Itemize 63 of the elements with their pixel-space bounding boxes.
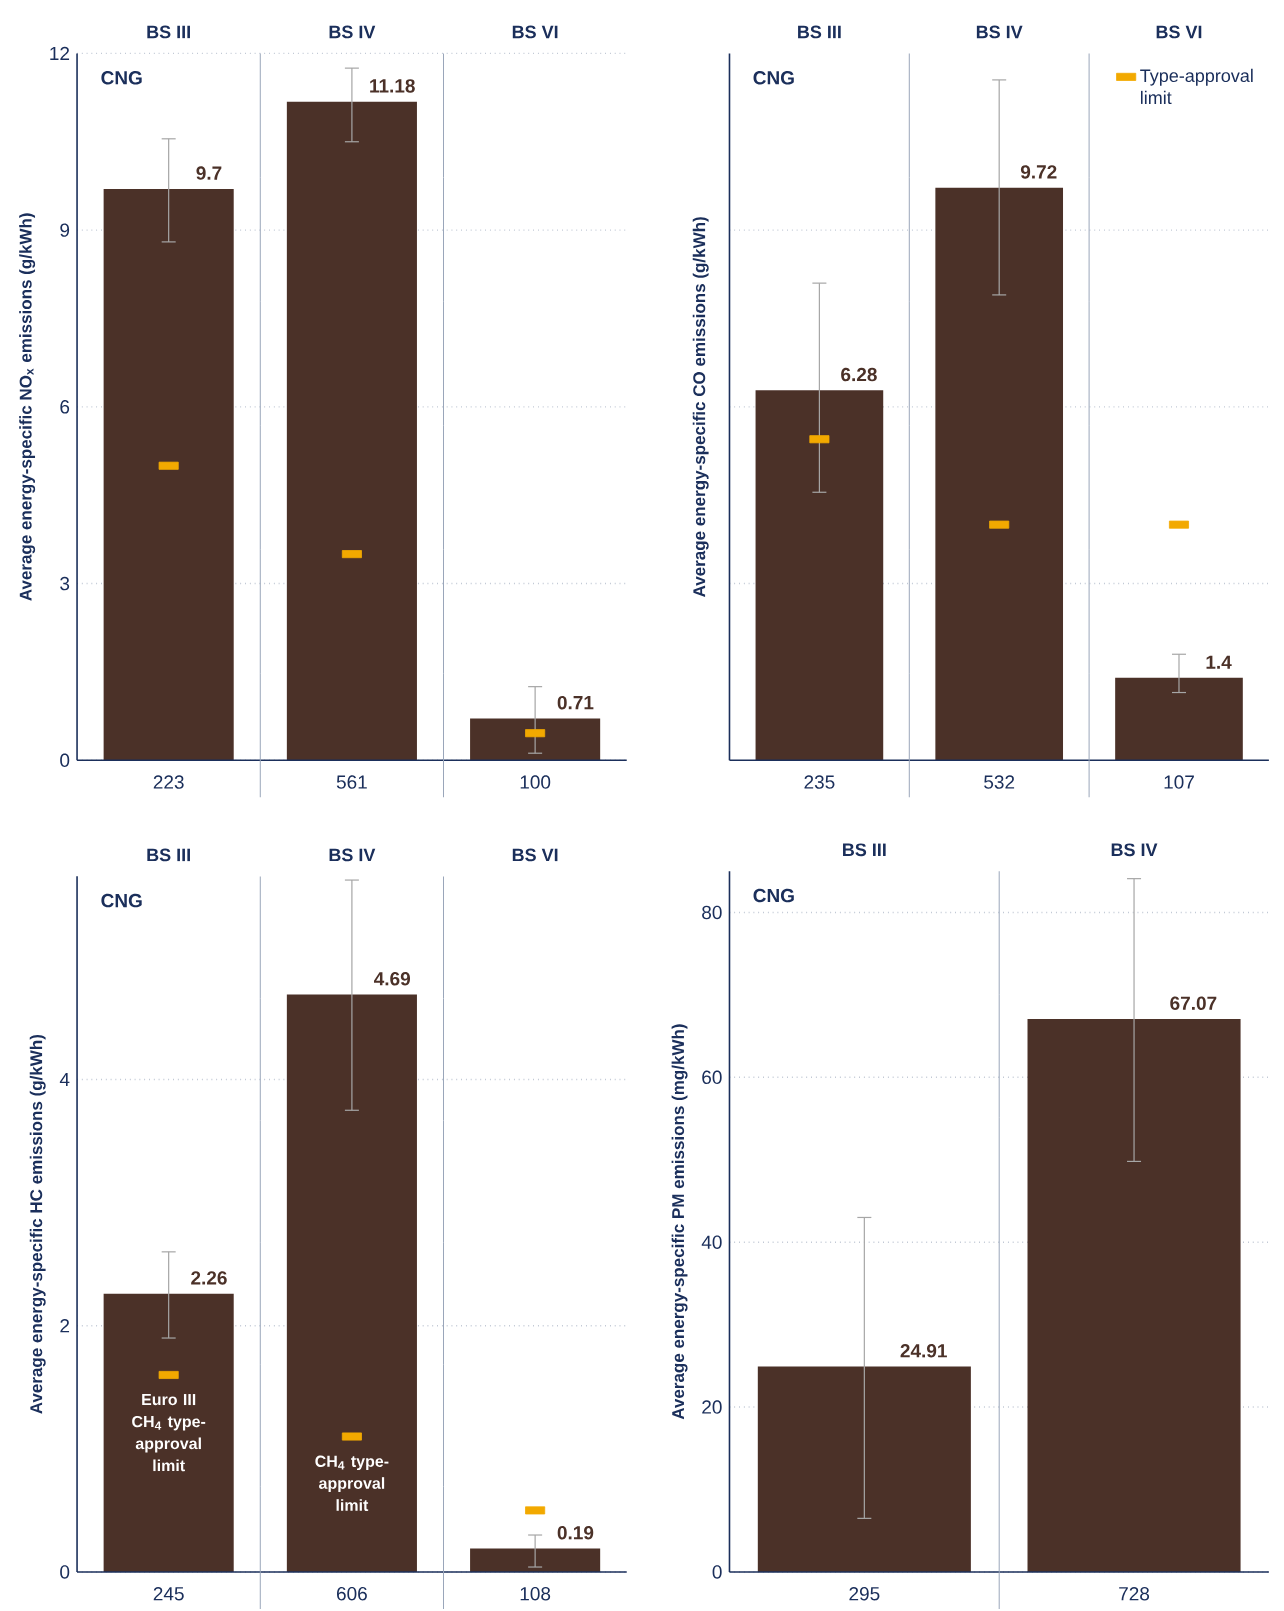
annotation: CNG (753, 888, 794, 903)
data-label: 6.28 (841, 367, 877, 382)
bar (286, 101, 417, 761)
y-axis-title: Average energy-specific PM emissions (mg/kWh) (671, 1024, 688, 1420)
data-label: 9.7 (196, 166, 222, 180)
x-tick-label: BS IV (329, 25, 376, 39)
bar (469, 1548, 601, 1572)
data-label: 11.18 (370, 79, 415, 93)
y-tick-label: 20 (702, 1400, 722, 1414)
y-tick-label: 2 (60, 1319, 69, 1333)
x-tick-label: BS VI (512, 848, 558, 862)
data-label: 1.4 (1206, 655, 1232, 669)
bar (103, 188, 234, 761)
x-tick-label: BS IV (976, 25, 1023, 39)
annotation: Euro III CH$_{4}$ type-approval limit (132, 1394, 206, 1472)
annotation: CH$_{4}$ type-approval limit (315, 1455, 389, 1511)
legend-label: Type-approval limit (1140, 68, 1253, 105)
text: 235 (804, 775, 835, 789)
y-tick-label: 0 (60, 753, 70, 768)
x-tick-label: BS VI (512, 25, 558, 39)
text: 606 (336, 1587, 367, 1601)
text: 728 (1119, 1587, 1149, 1601)
y-tick-label: 40 (701, 1235, 722, 1249)
y-axis-title: Average energy-specific NO$_{x}$ emissions (g/kWh) (19, 213, 35, 601)
data-label: 4.69 (373, 972, 410, 986)
x-tick-label: BS IV (329, 848, 376, 862)
bar (103, 1293, 234, 1572)
data-label: 0.71 (557, 695, 594, 710)
bar (286, 994, 417, 1572)
data-label: 24.91 (900, 1344, 947, 1358)
y-tick-label: 9 (60, 223, 69, 237)
y-tick-label: 12 (50, 46, 69, 61)
y-tick-label: 80 (701, 905, 722, 920)
y-tick-label: 6 (60, 400, 69, 414)
x-tick-label: BS III (797, 25, 841, 39)
y-tick-label: 3 (60, 576, 69, 591)
annotation: CNG (753, 71, 794, 85)
y-tick-label: 0 (60, 1565, 70, 1579)
text: 245 (153, 1587, 184, 1601)
text: 532 (983, 775, 1014, 789)
data-label: 2.26 (191, 1271, 227, 1285)
y-axis-title: Average energy-specific CO emissions (g/kWh) (692, 217, 709, 597)
data-label: 67.07 (1170, 996, 1217, 1010)
y-tick-label: 4 (59, 1072, 70, 1087)
bar (469, 718, 601, 761)
x-tick-label: BS III (147, 25, 190, 39)
text: 561 (336, 775, 367, 789)
text: 107 (1164, 775, 1194, 789)
x-tick-label: BS III (147, 848, 190, 862)
data-label: 9.72 (1020, 165, 1057, 179)
x-tick-label: BS VI (1156, 25, 1202, 39)
x-tick-label: BS IV (1111, 843, 1158, 857)
annotation: CNG (101, 71, 142, 85)
y-tick-label: 0 (712, 1565, 722, 1579)
x-tick-label: BS III (842, 843, 886, 857)
y-tick-label: 60 (702, 1070, 722, 1085)
y-axis-title: Average energy-specific HC emissions (g/kWh) (29, 1034, 46, 1414)
text: 223 (153, 775, 184, 789)
annotation: CNG (101, 893, 142, 908)
text: 108 (520, 1587, 551, 1601)
data-label: 0.19 (557, 1526, 594, 1540)
text: 295 (849, 1587, 880, 1601)
text: 100 (520, 775, 551, 789)
